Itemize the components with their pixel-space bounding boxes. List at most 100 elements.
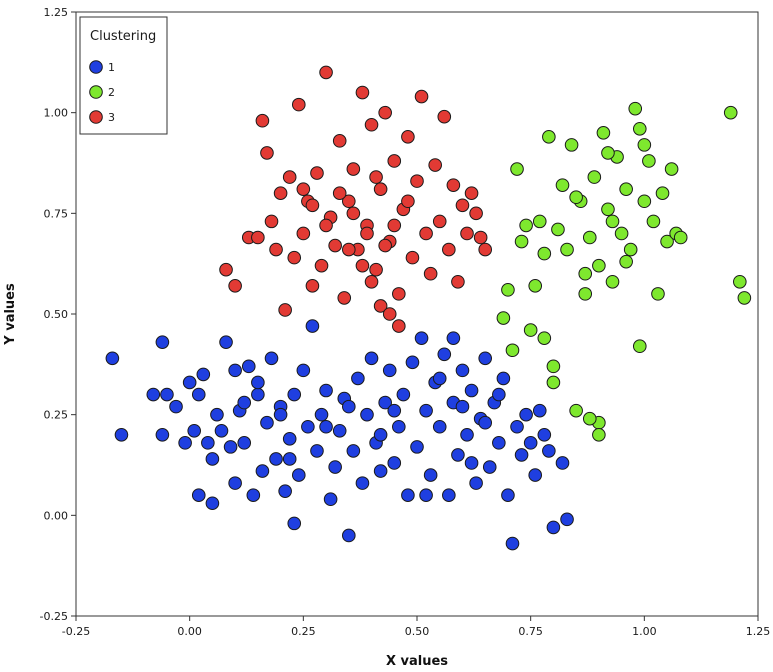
data-point-cluster-1 — [323, 492, 338, 507]
data-point-cluster-1 — [205, 452, 220, 466]
data-point-cluster-1 — [155, 428, 170, 442]
data-point-cluster-1 — [351, 371, 365, 386]
data-point-cluster-1 — [228, 476, 242, 490]
data-point-cluster-3 — [473, 230, 488, 245]
data-point-cluster-3 — [446, 178, 461, 192]
y-tick-label: -0.25 — [40, 610, 68, 623]
data-point-cluster-1 — [319, 419, 333, 434]
data-point-cluster-1 — [482, 460, 497, 474]
data-point-cluster-1 — [455, 399, 470, 414]
data-point-cluster-3 — [251, 230, 265, 245]
data-point-cluster-1 — [310, 444, 324, 458]
data-point-cluster-3 — [451, 274, 465, 289]
data-point-cluster-2 — [555, 178, 570, 192]
data-point-cluster-3 — [364, 117, 379, 132]
y-tick-label: 1.00 — [44, 107, 69, 120]
data-point-cluster-3 — [346, 206, 361, 221]
data-point-cluster-2 — [582, 230, 597, 245]
data-point-cluster-2 — [737, 291, 752, 305]
data-point-cluster-1 — [305, 319, 320, 333]
data-point-cluster-2 — [623, 242, 638, 257]
data-point-cluster-3 — [478, 242, 493, 257]
data-point-cluster-1 — [296, 363, 311, 378]
data-point-cluster-2 — [651, 287, 665, 301]
data-point-cluster-2 — [578, 266, 593, 281]
data-point-cluster-1 — [442, 488, 456, 503]
data-point-cluster-1 — [432, 371, 447, 386]
data-point-cluster-3 — [373, 299, 388, 313]
legend-marker-1 — [89, 60, 103, 74]
data-point-cluster-3 — [442, 242, 456, 257]
data-point-cluster-1 — [523, 436, 538, 450]
data-point-cluster-1 — [364, 351, 379, 366]
data-point-cluster-2 — [523, 323, 538, 337]
y-tick-label: 0.25 — [44, 409, 69, 422]
data-point-cluster-3 — [382, 307, 397, 321]
legend-marker-2 — [89, 85, 103, 99]
data-point-cluster-1 — [432, 419, 447, 434]
data-points — [105, 65, 752, 551]
data-point-cluster-3 — [319, 218, 333, 233]
legend-label-1: 1 — [108, 61, 115, 74]
data-point-cluster-1 — [464, 456, 479, 470]
data-point-cluster-1 — [437, 347, 452, 362]
data-point-cluster-3 — [255, 113, 270, 128]
data-point-cluster-2 — [569, 403, 583, 418]
legend: Clustering 1 2 3 — [79, 16, 168, 135]
data-point-cluster-3 — [228, 279, 242, 293]
legend-marker-3 — [89, 110, 103, 124]
data-point-cluster-2 — [514, 234, 529, 249]
data-point-cluster-1 — [196, 367, 211, 382]
data-point-cluster-1 — [405, 355, 420, 370]
data-point-cluster-1 — [423, 468, 438, 482]
data-point-cluster-3 — [369, 262, 383, 277]
y-tick-label: 1.25 — [44, 6, 69, 19]
data-point-cluster-1 — [387, 403, 402, 418]
x-tick-label: 1.25 — [746, 625, 771, 638]
data-point-cluster-3 — [401, 130, 415, 144]
data-point-cluster-2 — [646, 214, 661, 229]
data-point-cluster-3 — [332, 134, 347, 148]
data-point-cluster-1 — [451, 448, 465, 462]
data-point-cluster-3 — [282, 170, 297, 184]
data-point-cluster-1 — [560, 512, 574, 527]
data-point-cluster-1 — [241, 359, 256, 374]
data-point-cluster-1 — [455, 363, 470, 378]
data-point-cluster-3 — [291, 97, 306, 112]
data-point-cluster-2 — [542, 130, 556, 144]
data-point-cluster-2 — [660, 234, 674, 249]
data-point-cluster-2 — [505, 343, 520, 358]
data-point-cluster-2 — [628, 101, 643, 116]
data-point-cluster-1 — [505, 536, 520, 551]
data-point-cluster-1 — [260, 415, 274, 430]
data-point-cluster-1 — [373, 428, 388, 442]
data-point-cluster-1 — [210, 407, 224, 422]
data-point-cluster-1 — [360, 407, 374, 422]
data-point-cluster-1 — [392, 419, 406, 434]
data-point-cluster-3 — [296, 226, 311, 241]
data-point-cluster-3 — [264, 214, 279, 229]
data-point-cluster-3 — [401, 194, 415, 209]
data-point-cluster-1 — [246, 488, 261, 503]
data-point-cluster-2 — [723, 105, 738, 120]
data-point-cluster-2 — [605, 274, 620, 289]
data-point-cluster-3 — [332, 186, 347, 200]
data-point-cluster-3 — [387, 154, 402, 168]
data-point-cluster-3 — [296, 182, 311, 196]
data-point-cluster-2 — [546, 375, 561, 390]
data-point-cluster-1 — [387, 456, 402, 470]
data-point-cluster-1 — [191, 488, 206, 503]
data-point-cluster-3 — [346, 162, 361, 176]
data-point-cluster-2 — [551, 222, 565, 237]
data-point-cluster-3 — [387, 218, 402, 233]
data-point-cluster-1 — [396, 387, 411, 402]
data-point-cluster-2 — [733, 274, 747, 289]
data-point-cluster-3 — [410, 174, 424, 188]
data-point-cluster-3 — [460, 226, 474, 241]
data-point-cluster-1 — [251, 387, 265, 402]
data-point-cluster-3 — [355, 85, 370, 100]
data-point-cluster-2 — [642, 154, 656, 168]
data-point-cluster-1 — [160, 387, 174, 402]
data-point-cluster-3 — [369, 170, 383, 184]
